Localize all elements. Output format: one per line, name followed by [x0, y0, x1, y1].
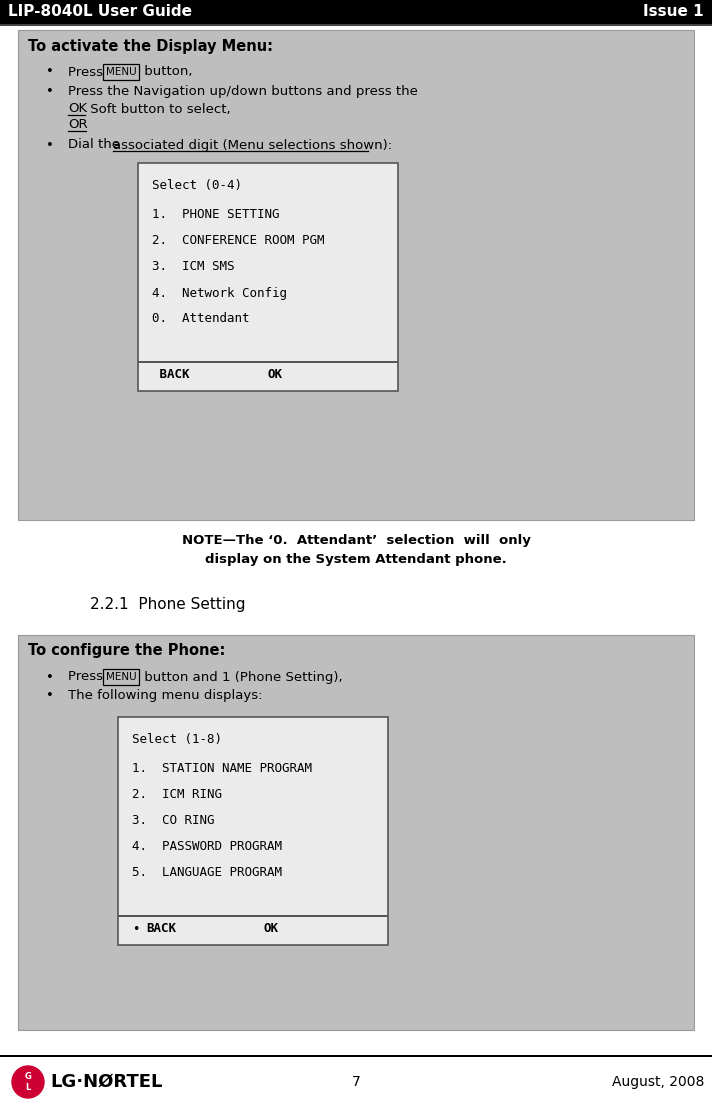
- Bar: [0, 0, 712, 24]
- Text: Dial the: Dial the: [68, 139, 125, 152]
- Text: LIP-8040L User Guide: LIP-8040L User Guide: [8, 4, 192, 20]
- Text: •: •: [132, 923, 140, 936]
- Text: OR: OR: [68, 119, 88, 132]
- Text: 0.  Attendant: 0. Attendant: [152, 313, 249, 326]
- Text: button,: button,: [140, 65, 192, 79]
- Bar: [118, 718, 388, 945]
- Text: 1.  STATION NAME PROGRAM: 1. STATION NAME PROGRAM: [132, 763, 312, 775]
- Text: 2.2.1  Phone Setting: 2.2.1 Phone Setting: [90, 597, 246, 612]
- Text: •: •: [46, 671, 54, 683]
- Text: OK: OK: [268, 368, 283, 381]
- Bar: [18, 30, 694, 520]
- Text: MENU: MENU: [106, 672, 137, 682]
- Text: 3.  CO RING: 3. CO RING: [132, 814, 214, 827]
- Text: 5.  LANGUAGE PROGRAM: 5. LANGUAGE PROGRAM: [132, 866, 282, 879]
- Bar: [18, 635, 694, 1030]
- Text: August, 2008: August, 2008: [612, 1075, 704, 1089]
- Text: 7: 7: [352, 1075, 360, 1089]
- Text: •: •: [46, 689, 54, 702]
- Text: 1.  PHONE SETTING: 1. PHONE SETTING: [152, 208, 280, 222]
- Circle shape: [12, 1066, 44, 1098]
- Text: •: •: [46, 65, 54, 79]
- Text: NOTE—The ‘0.  Attendant’  selection  will  only
display on the System Attendant : NOTE—The ‘0. Attendant’ selection will o…: [182, 535, 530, 566]
- Text: 2.  ICM RING: 2. ICM RING: [132, 788, 222, 802]
- Text: Issue 1: Issue 1: [644, 4, 704, 20]
- Text: 2.  CONFERENCE ROOM PGM: 2. CONFERENCE ROOM PGM: [152, 234, 325, 247]
- Bar: [118, 915, 388, 916]
- Text: •: •: [46, 139, 54, 152]
- Text: BACK: BACK: [146, 923, 176, 936]
- Text: Select (0-4): Select (0-4): [152, 179, 242, 192]
- Text: The following menu displays:: The following menu displays:: [68, 689, 263, 702]
- Text: 4.  Network Config: 4. Network Config: [152, 286, 287, 299]
- Bar: [138, 362, 398, 363]
- Text: Select (1-8): Select (1-8): [132, 733, 222, 745]
- Bar: [0, 1055, 712, 1057]
- Text: associated digit (Menu selections shown):: associated digit (Menu selections shown)…: [113, 139, 392, 152]
- Text: 3.  ICM SMS: 3. ICM SMS: [152, 261, 234, 274]
- Text: BACK: BACK: [152, 368, 189, 381]
- Text: 4.  PASSWORD PROGRAM: 4. PASSWORD PROGRAM: [132, 841, 282, 854]
- Bar: [0, 24, 712, 26]
- Text: Press: Press: [68, 671, 108, 683]
- Text: Soft button to select,: Soft button to select,: [86, 102, 231, 115]
- Text: MENU: MENU: [106, 67, 137, 77]
- Text: Press: Press: [68, 65, 108, 79]
- Text: To configure the Phone:: To configure the Phone:: [28, 643, 226, 659]
- Text: To activate the Display Menu:: To activate the Display Menu:: [28, 39, 273, 53]
- Text: •: •: [46, 85, 54, 99]
- Text: Press the Navigation up/down buttons and press the: Press the Navigation up/down buttons and…: [68, 85, 418, 99]
- Bar: [138, 163, 398, 391]
- Text: button and 1 (Phone Setting),: button and 1 (Phone Setting),: [140, 671, 342, 683]
- Text: G
L: G L: [24, 1072, 31, 1091]
- Text: OK: OK: [263, 923, 278, 936]
- Text: LG·NØRTEL: LG·NØRTEL: [50, 1074, 162, 1091]
- Text: OK: OK: [68, 102, 87, 115]
